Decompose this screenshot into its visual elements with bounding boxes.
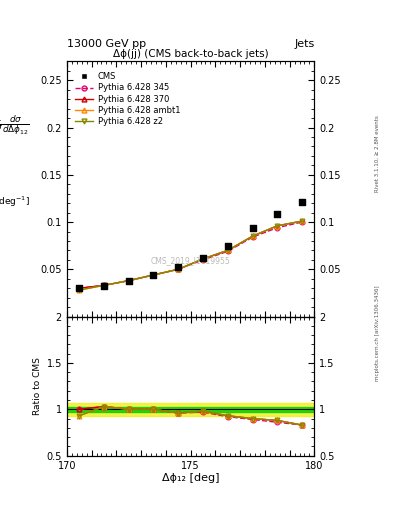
Text: mcplots.cern.ch [arXiv:1306.3436]: mcplots.cern.ch [arXiv:1306.3436] [375, 285, 380, 380]
Bar [67, 403, 314, 416]
Point [225, 242, 231, 250]
Y-axis label: Ratio to CMS: Ratio to CMS [33, 357, 42, 415]
Text: Rivet 3.1.10, ≥ 2.8M events: Rivet 3.1.10, ≥ 2.8M events [375, 115, 380, 192]
Text: CMS_2019_I1719955: CMS_2019_I1719955 [151, 256, 230, 265]
Point [299, 198, 305, 206]
Point [250, 224, 256, 232]
Point [151, 271, 157, 279]
Point [274, 209, 281, 218]
Text: Jets: Jets [294, 38, 314, 49]
Text: [deg$^{-1}$]: [deg$^{-1}$] [0, 195, 30, 209]
Title: Δϕ(jj) (CMS back-to-back jets): Δϕ(jj) (CMS back-to-back jets) [113, 49, 268, 59]
Point [200, 254, 206, 262]
Legend: CMS, Pythia 6.428 345, Pythia 6.428 370, Pythia 6.428 ambt1, Pythia 6.428 z2: CMS, Pythia 6.428 345, Pythia 6.428 370,… [73, 71, 182, 127]
X-axis label: Δϕ₁₂ [deg]: Δϕ₁₂ [deg] [162, 473, 219, 483]
Point [175, 263, 182, 271]
Point [101, 282, 107, 290]
Text: $\frac{1}{\sigma}\frac{d\sigma}{d\Delta\phi_{12}}$: $\frac{1}{\sigma}\frac{d\sigma}{d\Delta\… [0, 113, 29, 137]
Point [76, 284, 83, 292]
Point [126, 276, 132, 285]
Text: 13000 GeV pp: 13000 GeV pp [67, 38, 146, 49]
Bar [67, 407, 314, 412]
